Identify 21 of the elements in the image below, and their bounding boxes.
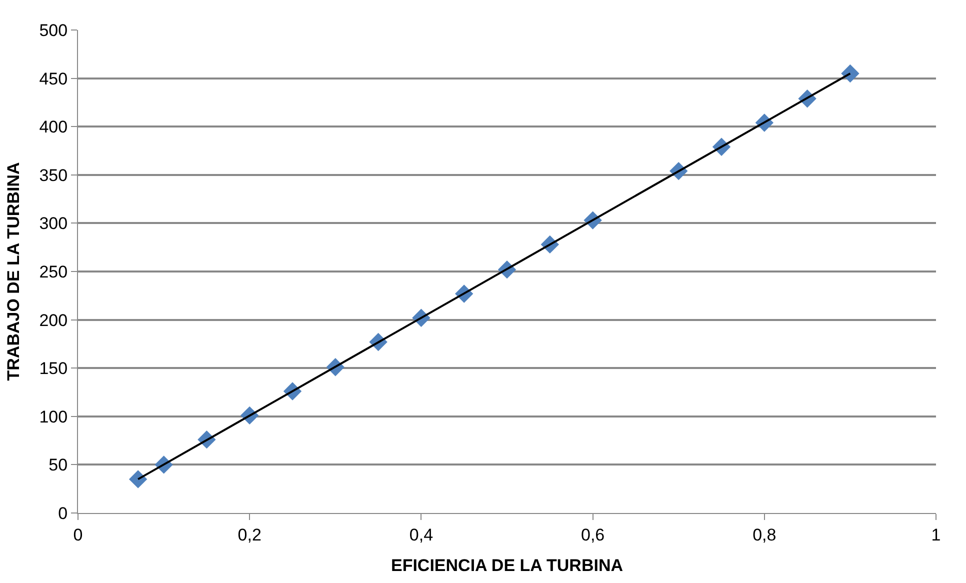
y-tick-label: 500 — [39, 20, 68, 40]
y-tick-label: 450 — [39, 69, 68, 88]
y-tick-label: 0 — [58, 504, 68, 523]
y-tick-label: 50 — [48, 456, 68, 475]
x-tick-label: 0,8 — [752, 525, 776, 544]
x-tick-label: 0,2 — [238, 525, 262, 544]
point — [841, 64, 860, 83]
y-tick-label: 100 — [39, 407, 68, 426]
point — [128, 470, 148, 488]
x-tick-label: 0 — [73, 525, 83, 544]
y-tick-label: 350 — [39, 166, 68, 185]
y-tick-label: 200 — [39, 310, 68, 330]
x-tick-label: 0,6 — [580, 525, 605, 544]
y-tick-label: 400 — [39, 118, 68, 137]
x-tick-label: 0,4 — [409, 525, 434, 544]
x-axis-title: EFICIENCIA DE LA TURBINA — [390, 556, 624, 575]
y-axis-title: TRABAJO DE LA TURBINA — [4, 162, 23, 381]
y-tick-label: 150 — [39, 359, 68, 378]
y-tick-label: 300 — [39, 214, 68, 234]
y-tick-label: 250 — [39, 262, 68, 282]
x-tick-label: 1 — [931, 525, 941, 544]
